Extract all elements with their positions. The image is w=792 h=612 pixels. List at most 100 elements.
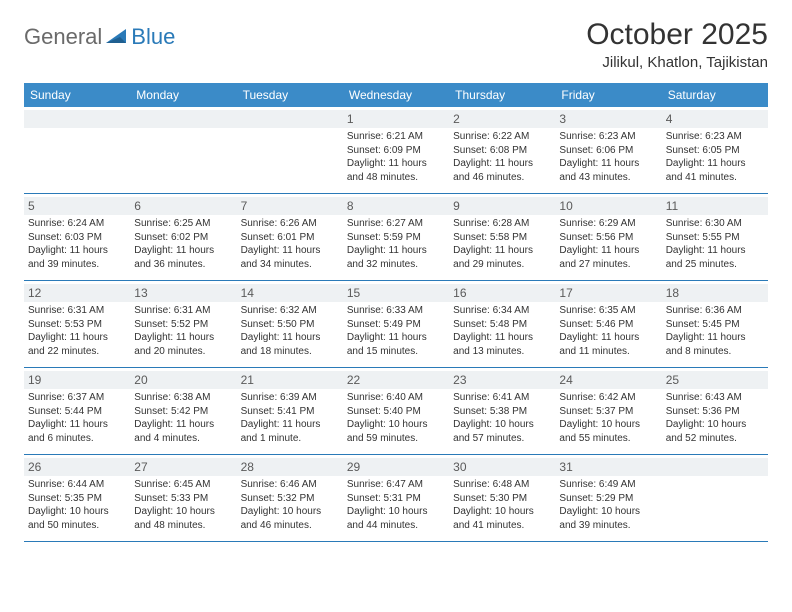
sun-info: Sunrise: 6:44 AMSunset: 5:35 PMDaylight:… [28,478,126,532]
sun-info: Sunrise: 6:33 AMSunset: 5:49 PMDaylight:… [347,304,445,358]
sun-info: Sunrise: 6:29 AMSunset: 5:56 PMDaylight:… [559,217,657,271]
sun-info: Sunrise: 6:30 AMSunset: 5:55 PMDaylight:… [666,217,764,271]
sun-info: Sunrise: 6:31 AMSunset: 5:53 PMDaylight:… [28,304,126,358]
calendar-cell: 19 Sunrise: 6:37 AMSunset: 5:44 PMDayligh… [24,368,130,454]
day-number-empty [24,110,130,128]
day-number: 2 [449,110,555,128]
day-number: 22 [343,371,449,389]
day-number: 6 [130,197,236,215]
logo-text-general: General [24,24,102,50]
calendar-cell [237,107,343,193]
day-number: 24 [555,371,661,389]
day-header-tuesday: Tuesday [237,83,343,107]
calendar-cell: 3 Sunrise: 6:23 AMSunset: 6:06 PMDaylight… [555,107,661,193]
sun-info: Sunrise: 6:21 AMSunset: 6:09 PMDaylight:… [347,130,445,184]
calendar-cell: 12 Sunrise: 6:31 AMSunset: 5:53 PMDayligh… [24,281,130,367]
calendar-cell: 20 Sunrise: 6:38 AMSunset: 5:42 PMDayligh… [130,368,236,454]
sun-info: Sunrise: 6:22 AMSunset: 6:08 PMDaylight:… [453,130,551,184]
calendar-week: 26 Sunrise: 6:44 AMSunset: 5:35 PMDayligh… [24,455,768,542]
calendar-week: 1 Sunrise: 6:21 AMSunset: 6:09 PMDaylight… [24,107,768,194]
day-number: 21 [237,371,343,389]
calendar-cell: 8 Sunrise: 6:27 AMSunset: 5:59 PMDaylight… [343,194,449,280]
calendar-cell: 10Sunrise: 6:29 AMSunset: 5:56 PMDayligh… [555,194,661,280]
day-number: 1 [343,110,449,128]
calendar-cell: 26 Sunrise: 6:44 AMSunset: 5:35 PMDayligh… [24,455,130,541]
sun-info: Sunrise: 6:23 AMSunset: 6:05 PMDaylight:… [666,130,764,184]
day-number: 7 [237,197,343,215]
sun-info: Sunrise: 6:34 AMSunset: 5:48 PMDaylight:… [453,304,551,358]
calendar-cell: 23 Sunrise: 6:41 AMSunset: 5:38 PMDayligh… [449,368,555,454]
calendar-cell: 29 Sunrise: 6:47 AMSunset: 5:31 PMDayligh… [343,455,449,541]
logo: General Blue [24,18,175,50]
sun-info: Sunrise: 6:42 AMSunset: 5:37 PMDaylight:… [559,391,657,445]
day-number: 18 [662,284,768,302]
day-number: 23 [449,371,555,389]
sun-info: Sunrise: 6:28 AMSunset: 5:58 PMDaylight:… [453,217,551,271]
day-number: 13 [130,284,236,302]
calendar-cell: 1 Sunrise: 6:21 AMSunset: 6:09 PMDaylight… [343,107,449,193]
sun-info: Sunrise: 6:49 AMSunset: 5:29 PMDaylight:… [559,478,657,532]
calendar: Sunday Monday Tuesday Wednesday Thursday… [24,83,768,542]
calendar-cell: 25 Sunrise: 6:43 AMSunset: 5:36 PMDayligh… [662,368,768,454]
calendar-cell: 24 Sunrise: 6:42 AMSunset: 5:37 PMDayligh… [555,368,661,454]
calendar-cell: 28Sunrise: 6:46 AMSunset: 5:32 PMDayligh… [237,455,343,541]
sun-info: Sunrise: 6:40 AMSunset: 5:40 PMDaylight:… [347,391,445,445]
day-number: 28 [237,458,343,476]
day-number-empty [130,110,236,128]
calendar-cell: 17Sunrise: 6:35 AMSunset: 5:46 PMDayligh… [555,281,661,367]
sun-info: Sunrise: 6:32 AMSunset: 5:50 PMDaylight:… [241,304,339,358]
calendar-cell: 2 Sunrise: 6:22 AMSunset: 6:08 PMDaylight… [449,107,555,193]
day-number: 8 [343,197,449,215]
day-number: 29 [343,458,449,476]
sun-info: Sunrise: 6:39 AMSunset: 5:41 PMDaylight:… [241,391,339,445]
calendar-cell: 6 Sunrise: 6:25 AMSunset: 6:02 PMDaylight… [130,194,236,280]
day-number: 3 [555,110,661,128]
day-header-thursday: Thursday [449,83,555,107]
day-number: 4 [662,110,768,128]
day-number: 25 [662,371,768,389]
sun-info: Sunrise: 6:31 AMSunset: 5:52 PMDaylight:… [134,304,232,358]
calendar-cell: 27Sunrise: 6:45 AMSunset: 5:33 PMDayligh… [130,455,236,541]
sun-info: Sunrise: 6:26 AMSunset: 6:01 PMDaylight:… [241,217,339,271]
day-number-empty [237,110,343,128]
day-header-monday: Monday [130,83,236,107]
calendar-cell: 7 Sunrise: 6:26 AMSunset: 6:01 PMDaylight… [237,194,343,280]
day-number: 19 [24,371,130,389]
sun-info: Sunrise: 6:37 AMSunset: 5:44 PMDaylight:… [28,391,126,445]
day-number: 11 [662,197,768,215]
calendar-cell: 31Sunrise: 6:49 AMSunset: 5:29 PMDayligh… [555,455,661,541]
day-number: 20 [130,371,236,389]
day-number: 14 [237,284,343,302]
sun-info: Sunrise: 6:27 AMSunset: 5:59 PMDaylight:… [347,217,445,271]
sun-info: Sunrise: 6:25 AMSunset: 6:02 PMDaylight:… [134,217,232,271]
day-number: 16 [449,284,555,302]
calendar-day-header: Sunday Monday Tuesday Wednesday Thursday… [24,83,768,107]
day-header-wednesday: Wednesday [343,83,449,107]
sun-info: Sunrise: 6:43 AMSunset: 5:36 PMDaylight:… [666,391,764,445]
day-number: 26 [24,458,130,476]
logo-text-blue: Blue [131,24,175,50]
sun-info: Sunrise: 6:24 AMSunset: 6:03 PMDaylight:… [28,217,126,271]
weeks-container: 1 Sunrise: 6:21 AMSunset: 6:09 PMDaylight… [24,107,768,542]
sun-info: Sunrise: 6:48 AMSunset: 5:30 PMDaylight:… [453,478,551,532]
sun-info: Sunrise: 6:23 AMSunset: 6:06 PMDaylight:… [559,130,657,184]
sun-info: Sunrise: 6:36 AMSunset: 5:45 PMDaylight:… [666,304,764,358]
sun-info: Sunrise: 6:41 AMSunset: 5:38 PMDaylight:… [453,391,551,445]
calendar-cell: 16 Sunrise: 6:34 AMSunset: 5:48 PMDayligh… [449,281,555,367]
calendar-week: 5Sunrise: 6:24 AMSunset: 6:03 PMDaylight… [24,194,768,281]
title-block: October 2025 Jilikul, Khatlon, Tajikista… [586,18,768,71]
calendar-week: 12 Sunrise: 6:31 AMSunset: 5:53 PMDayligh… [24,281,768,368]
sun-info: Sunrise: 6:45 AMSunset: 5:33 PMDaylight:… [134,478,232,532]
calendar-cell: 18 Sunrise: 6:36 AMSunset: 5:45 PMDayligh… [662,281,768,367]
day-number: 12 [24,284,130,302]
sun-info: Sunrise: 6:47 AMSunset: 5:31 PMDaylight:… [347,478,445,532]
calendar-cell: 11 Sunrise: 6:30 AMSunset: 5:55 PMDayligh… [662,194,768,280]
sun-info: Sunrise: 6:38 AMSunset: 5:42 PMDaylight:… [134,391,232,445]
day-header-saturday: Saturday [662,83,768,107]
day-number: 9 [449,197,555,215]
calendar-cell [662,455,768,541]
calendar-cell: 13 Sunrise: 6:31 AMSunset: 5:52 PMDayligh… [130,281,236,367]
calendar-cell: 21 Sunrise: 6:39 AMSunset: 5:41 PMDayligh… [237,368,343,454]
page-header: General Blue October 2025 Jilikul, Khatl… [24,18,768,71]
calendar-cell: 22 Sunrise: 6:40 AMSunset: 5:40 PMDayligh… [343,368,449,454]
